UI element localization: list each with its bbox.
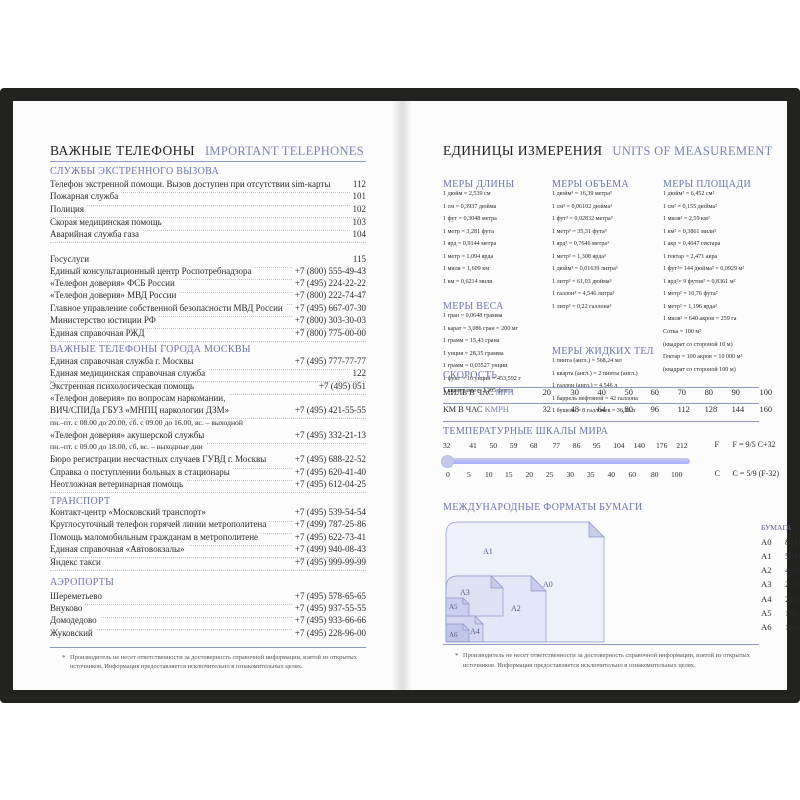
svg-text:A0: A0 xyxy=(543,580,553,589)
svg-text:A5: A5 xyxy=(449,603,458,611)
svg-text:A6: A6 xyxy=(449,631,458,639)
svg-text:A2: A2 xyxy=(511,604,521,613)
svg-text:A3: A3 xyxy=(460,588,470,597)
svg-text:A1: A1 xyxy=(483,547,493,556)
svg-text:A4: A4 xyxy=(470,627,480,636)
